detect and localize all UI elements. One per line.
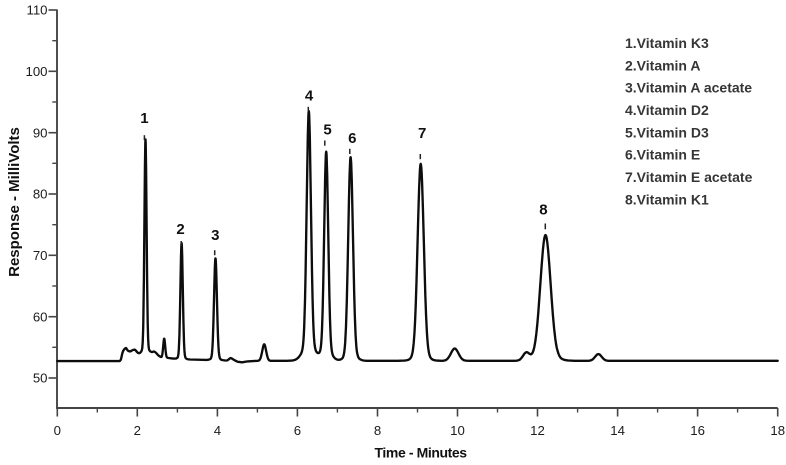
svg-text:8.Vitamin K1: 8.Vitamin K1 — [625, 191, 709, 207]
svg-text:80: 80 — [33, 187, 48, 202]
svg-text:3: 3 — [211, 227, 219, 244]
svg-text:1.Vitamin K3: 1.Vitamin K3 — [625, 35, 709, 51]
svg-text:12: 12 — [530, 423, 545, 438]
svg-text:2: 2 — [176, 221, 184, 238]
svg-text:50: 50 — [33, 371, 48, 386]
svg-text:70: 70 — [33, 248, 48, 263]
svg-text:0: 0 — [54, 423, 61, 438]
svg-text:4: 4 — [305, 88, 314, 105]
svg-text:3.Vitamin A acetate: 3.Vitamin A acetate — [625, 80, 752, 96]
svg-text:60: 60 — [33, 309, 48, 324]
svg-text:7.Vitamin E acetate: 7.Vitamin E acetate — [625, 169, 753, 185]
svg-text:6: 6 — [348, 130, 356, 147]
svg-text:4: 4 — [214, 423, 221, 438]
svg-text:16: 16 — [690, 423, 705, 438]
svg-text:5: 5 — [323, 122, 331, 139]
svg-text:Response - MilliVolts: Response - MilliVolts — [6, 127, 23, 277]
svg-text:5.Vitamin D3: 5.Vitamin D3 — [625, 124, 709, 140]
svg-text:1: 1 — [140, 110, 148, 127]
svg-text:100: 100 — [25, 64, 47, 79]
svg-text:110: 110 — [26, 3, 47, 18]
svg-text:8: 8 — [374, 423, 381, 438]
svg-text:6: 6 — [294, 423, 301, 438]
svg-text:2: 2 — [134, 423, 141, 438]
svg-text:18: 18 — [770, 423, 785, 438]
svg-text:2.Vitamin A: 2.Vitamin A — [625, 57, 700, 73]
svg-text:10: 10 — [450, 423, 465, 438]
svg-text:4.Vitamin D2: 4.Vitamin D2 — [625, 102, 709, 118]
svg-text:7: 7 — [418, 125, 426, 142]
svg-text:90: 90 — [33, 125, 48, 140]
svg-text:6.Vitamin E: 6.Vitamin E — [625, 147, 700, 163]
svg-text:14: 14 — [610, 423, 625, 438]
svg-text:Time - Minutes: Time - Minutes — [375, 444, 468, 460]
svg-text:8: 8 — [539, 201, 547, 218]
